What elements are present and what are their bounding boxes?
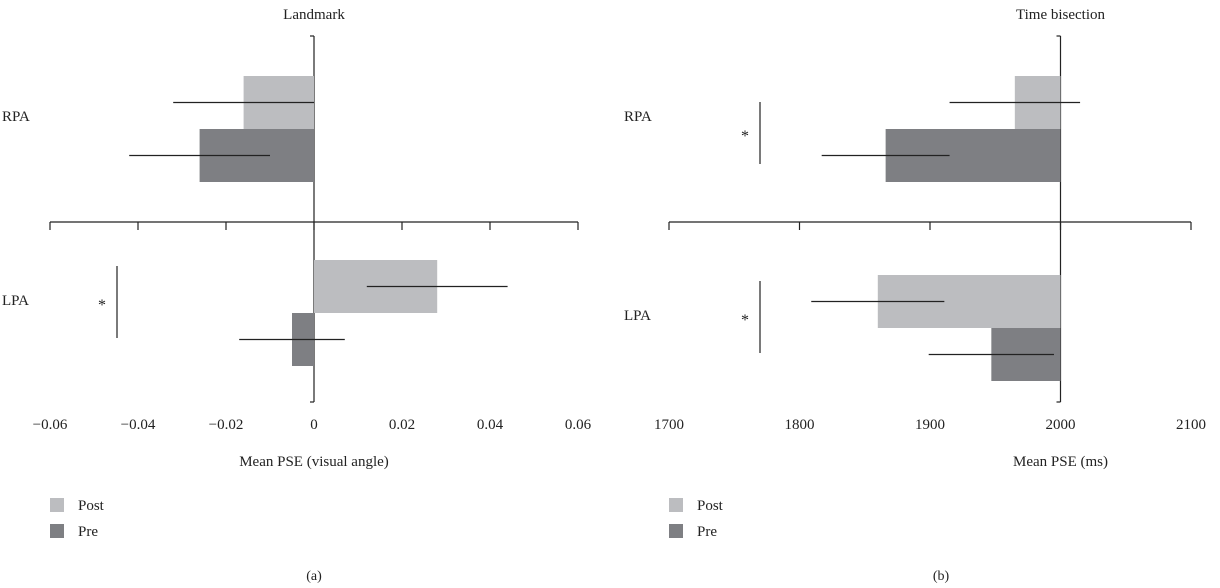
x-tick-label: 0.04	[477, 417, 504, 433]
legend-label-pre: Pre	[78, 524, 98, 540]
significance-star: *	[98, 297, 106, 314]
category-label-rpa: RPA	[2, 109, 30, 125]
x-axis-label: Mean PSE (visual angle)	[239, 454, 389, 470]
category-label-lpa: LPA	[2, 293, 29, 309]
x-tick-label: 2100	[1176, 417, 1206, 433]
panel-time-bisection: Time bisection RPA LPA 1700 1800 1900 2000 2100…	[624, 7, 1206, 584]
chart-title: Landmark	[283, 7, 345, 23]
category-label-rpa: RPA	[624, 109, 652, 125]
x-tick-label: 2000	[1046, 417, 1076, 433]
legend-swatch-pre	[50, 524, 64, 538]
category-label-lpa: LPA	[624, 308, 651, 324]
x-tick-label: −0.06	[33, 417, 68, 433]
legend-label-post: Post	[697, 498, 724, 514]
x-tick-label: 0.06	[565, 417, 592, 433]
legend-swatch-pre	[669, 524, 683, 538]
legend-swatch-post	[50, 498, 64, 512]
legend-label-post: Post	[78, 498, 105, 514]
panel-label: (a)	[306, 569, 322, 584]
x-tick-label: 1800	[785, 417, 815, 433]
x-tick-label: −0.02	[209, 417, 244, 433]
legend-label-pre: Pre	[697, 524, 717, 540]
x-tick-label: 1700	[654, 417, 684, 433]
x-axis-label: Mean PSE (ms)	[1013, 454, 1108, 470]
panel-landmark: Landmark RPA LPA −0.06 −0.04 −0.02 0 0.02 0.04 0.…	[2, 7, 592, 584]
x-tick-label: −0.04	[121, 417, 156, 433]
chart-title: Time bisection	[1016, 7, 1106, 23]
x-tick-label: 0.02	[389, 417, 415, 433]
panel-label: (b)	[933, 569, 950, 584]
x-tick-label: 0	[310, 417, 318, 433]
x-tick-label: 1900	[915, 417, 945, 433]
legend-swatch-post	[669, 498, 683, 512]
significance-star: *	[741, 128, 749, 145]
significance-star: *	[741, 312, 749, 329]
